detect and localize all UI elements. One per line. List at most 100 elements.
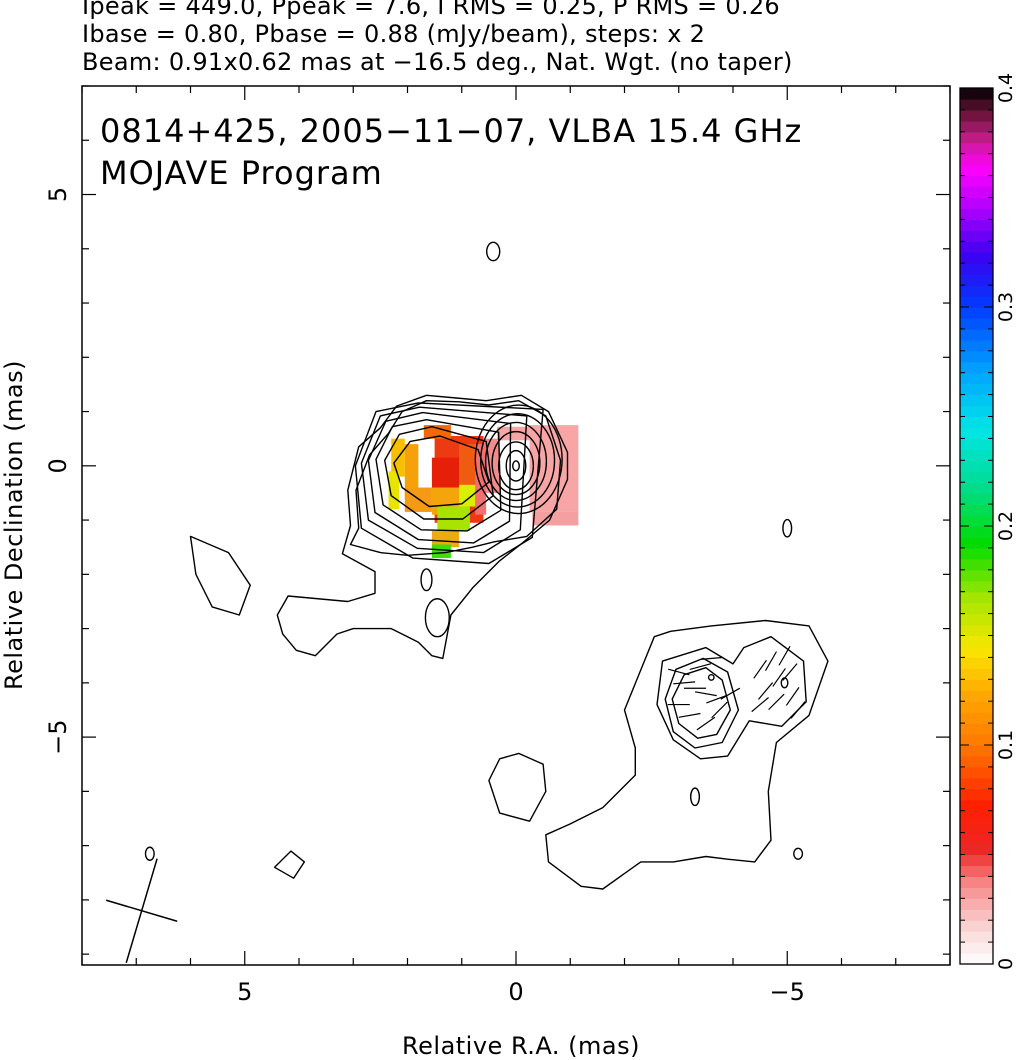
intensity-contour — [393, 435, 490, 508]
intensity-contour — [474, 404, 563, 515]
y-axis-label: Relative Declination (mas) — [0, 360, 28, 690]
pol-pixel — [388, 471, 400, 510]
pol-vector — [667, 668, 690, 676]
colorbar-step — [960, 887, 993, 899]
y-tick-label: 5 — [44, 187, 72, 202]
pol-pixel — [404, 444, 419, 499]
colorbar-step — [960, 120, 993, 133]
pol-vector — [751, 697, 769, 713]
colorbar-step — [960, 493, 993, 505]
intensity-contour — [384, 426, 494, 520]
colorbar-step — [960, 953, 993, 965]
colorbar-tick-label: 0.4 — [995, 73, 1017, 103]
colorbar-step — [960, 843, 993, 856]
intensity-contour — [276, 394, 569, 660]
colorbar-step — [960, 241, 993, 253]
colorbar-step — [960, 788, 993, 801]
colorbar: 0 0.1 0.2 0.3 0.4 — [959, 73, 1017, 970]
colorbar-step — [960, 274, 993, 286]
pol-vector — [778, 645, 791, 666]
pol-vector — [785, 687, 800, 706]
colorbar-step — [960, 219, 993, 231]
colorbar-step — [960, 657, 993, 669]
colorbar-step — [960, 580, 993, 593]
intensity-contour — [420, 568, 433, 592]
colorbar-step — [960, 164, 993, 177]
intensity-contour — [664, 657, 740, 749]
intensity-contour — [189, 535, 251, 616]
colorbar-step — [960, 569, 993, 582]
colorbar-step — [960, 558, 993, 571]
colorbar-tick-label: 0.2 — [995, 511, 1017, 541]
header-line-1: Ipeak = 449.0, Ppeak = 7.6, I RMS = 0.25… — [82, 0, 780, 20]
colorbar-step — [960, 471, 993, 483]
colorbar-step — [960, 679, 993, 691]
intensity-contour — [497, 441, 535, 491]
pol-vector — [782, 663, 798, 681]
colorbar-step — [960, 460, 993, 472]
colorbar-step — [960, 646, 993, 658]
intensity-contour — [780, 677, 789, 689]
colorbar-tick-label: 0.3 — [995, 292, 1017, 322]
colorbar-step — [960, 712, 993, 724]
colorbar-step — [960, 821, 993, 834]
colorbar-step — [960, 504, 993, 516]
pol-vector — [753, 659, 767, 679]
intensity-contour — [793, 847, 804, 860]
intensity-contour — [545, 619, 829, 890]
colorbar-step — [960, 832, 993, 845]
intensity-contour — [273, 850, 306, 879]
colorbar-step — [960, 591, 993, 604]
beam-minor-axis — [105, 899, 178, 922]
pol-vector — [673, 681, 696, 685]
pol-pixel — [431, 544, 451, 559]
intensity-contour — [512, 460, 520, 472]
colorbar-step — [960, 252, 993, 264]
colorbar-step — [960, 799, 993, 812]
intensity-contour — [689, 787, 701, 807]
colorbar-step — [960, 394, 993, 407]
colorbar-step — [960, 931, 993, 943]
pol-vector — [689, 663, 712, 671]
colorbar-step — [960, 482, 993, 494]
pol-vector — [700, 656, 723, 660]
colorbar-step — [960, 98, 993, 111]
pol-vector — [768, 693, 785, 711]
intensity-contour — [505, 449, 527, 482]
colorbar-step — [960, 777, 993, 790]
colorbar-step — [960, 920, 993, 932]
intensity-contour — [360, 406, 528, 554]
colorbar-step — [960, 876, 993, 888]
x-axis-label: Relative R.A. (mas) — [402, 1032, 640, 1060]
pol-vector — [711, 701, 728, 719]
intensity-contour — [367, 411, 512, 544]
colorbar-step — [960, 339, 993, 352]
chart-subtitle: MOJAVE Program — [100, 154, 383, 192]
colorbar-step — [960, 317, 993, 330]
colorbar-step — [960, 755, 993, 768]
colorbar-step — [960, 536, 993, 549]
plot-axes: 5 0 −5 5 0 −5 — [44, 85, 951, 1006]
pol-pixel — [431, 530, 460, 548]
colorbar-step — [960, 350, 993, 363]
intensity-contour — [671, 667, 731, 739]
chart-title: 0814+425, 2005−11−07, VLBA 15.4 GHz — [100, 112, 802, 150]
colorbar-step — [960, 635, 993, 648]
colorbar-step — [960, 865, 993, 877]
colorbar-step — [960, 230, 993, 242]
colorbar-step — [960, 438, 993, 450]
colorbar-step — [960, 307, 993, 319]
x-tick-label: 0 — [508, 978, 523, 1006]
colorbar-step — [960, 153, 993, 166]
colorbar-step — [960, 909, 993, 921]
colorbar-step — [960, 526, 993, 538]
colorbar-step — [960, 208, 993, 220]
colorbar-step — [960, 427, 993, 439]
intensity-contour — [707, 674, 715, 681]
y-tick-label: −5 — [44, 719, 72, 754]
pol-pixel — [431, 457, 462, 493]
pol-pixel — [423, 425, 451, 439]
colorbar-step — [960, 109, 993, 122]
pol-vector — [706, 694, 728, 704]
intensity-contour — [480, 413, 556, 508]
